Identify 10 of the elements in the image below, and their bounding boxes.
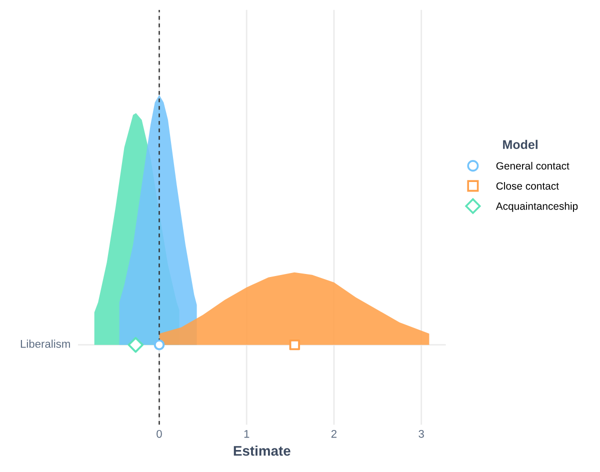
legend-label: Close contact: [496, 182, 559, 190]
x-axis-title: Estimate: [234, 446, 290, 456]
legend-title: Model: [503, 140, 538, 150]
text: Liberalism: [20, 340, 70, 348]
x-tick-label: 2: [331, 430, 337, 438]
x-tick-label: 1: [244, 430, 250, 438]
x-tick-label: 0: [156, 430, 162, 438]
legend-label: Acquaintanceship: [496, 202, 578, 212]
legend-label: General contact: [496, 162, 570, 170]
x-tick-label: 3: [418, 430, 424, 438]
